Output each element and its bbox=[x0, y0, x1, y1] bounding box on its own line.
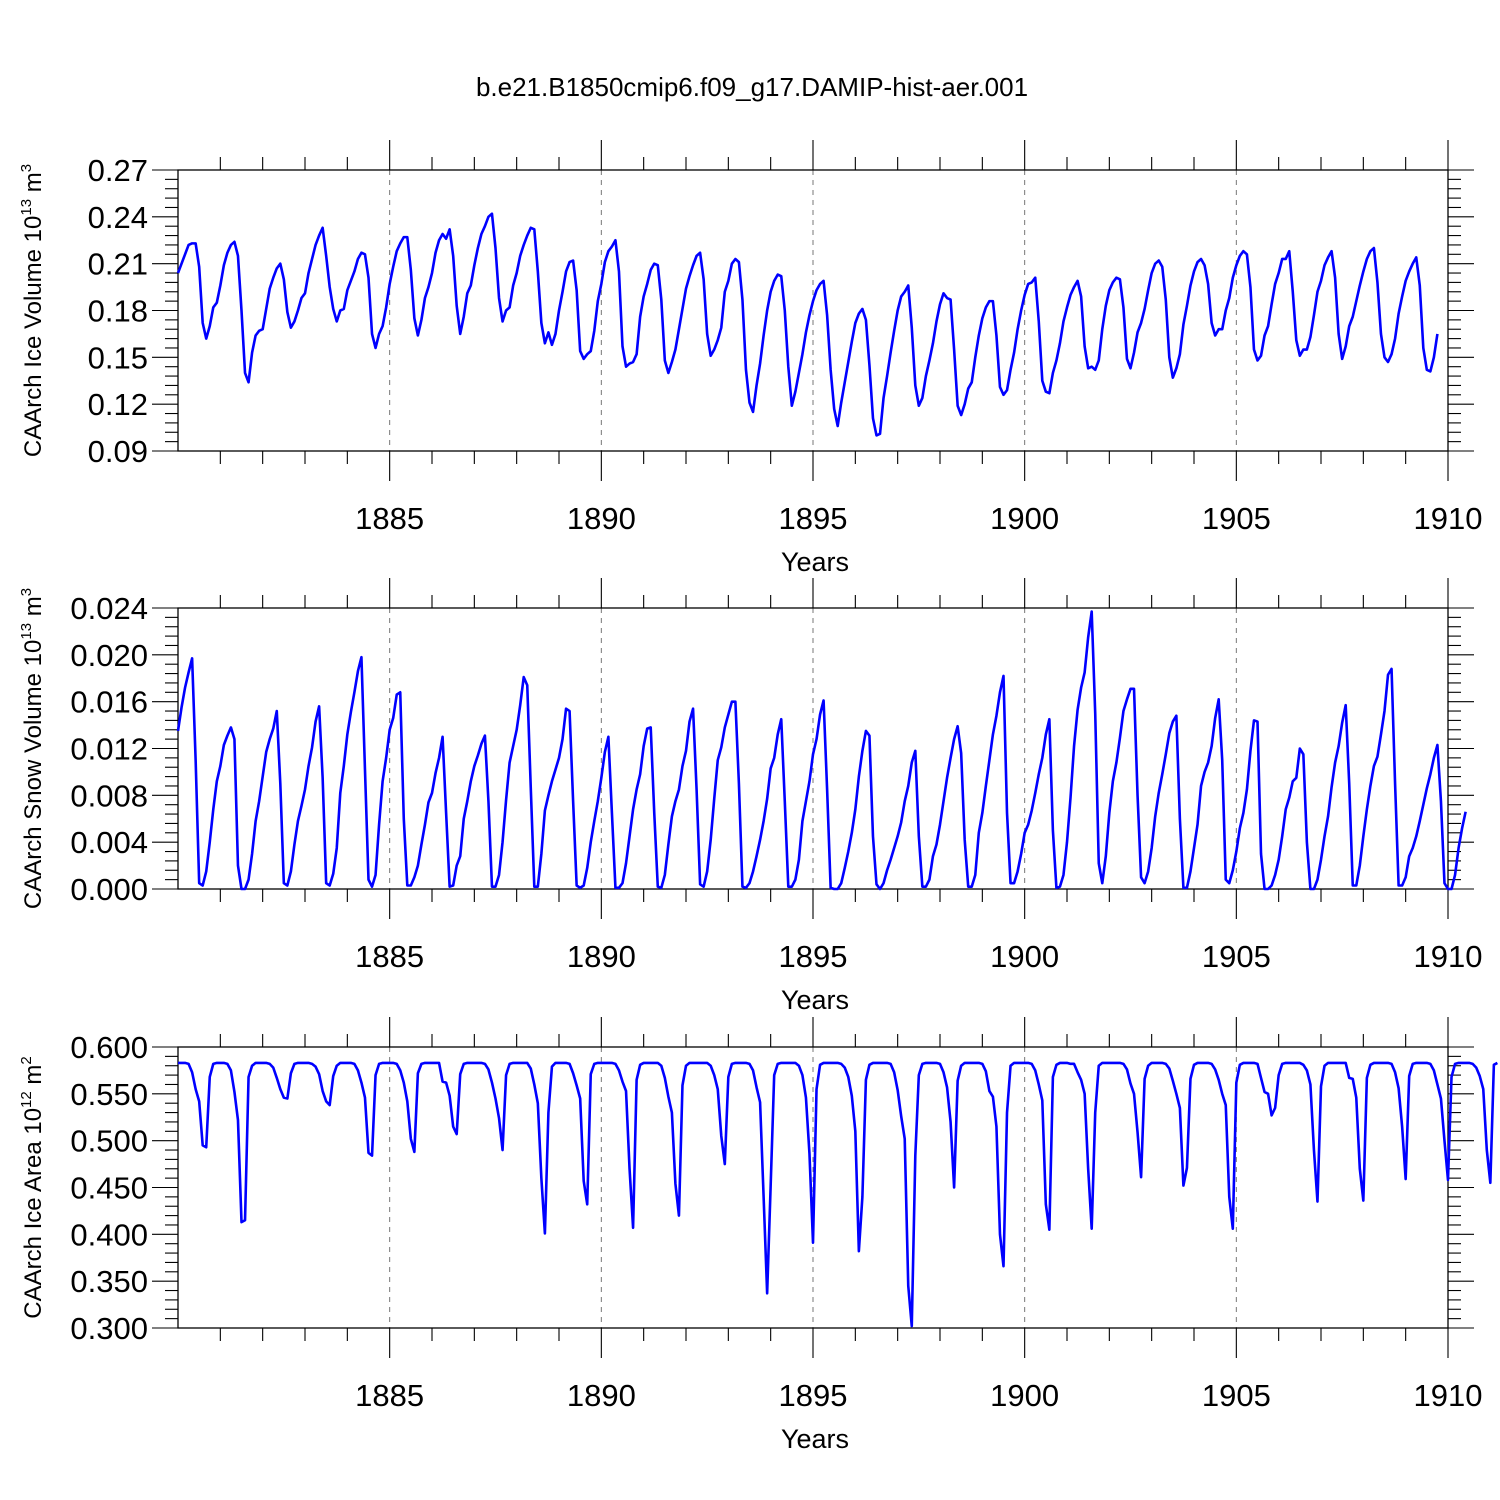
x-tick-label: 1905 bbox=[1202, 1378, 1271, 1413]
x-tick-label: 1895 bbox=[779, 939, 848, 974]
x-tick-label: 1900 bbox=[990, 1378, 1059, 1413]
x-tick-label: 1895 bbox=[779, 501, 848, 536]
x-tick-label: 1890 bbox=[567, 1378, 636, 1413]
x-tick-label: 1885 bbox=[355, 1378, 424, 1413]
x-tick-label: 1890 bbox=[567, 501, 636, 536]
x-tick-label: 1890 bbox=[567, 939, 636, 974]
y-tick-label: 0.550 bbox=[70, 1077, 148, 1112]
x-tick-label: 1910 bbox=[1414, 501, 1483, 536]
x-axis-label: Years bbox=[781, 985, 849, 1015]
y-tick-label: 0.15 bbox=[88, 340, 148, 375]
x-tick-label: 1905 bbox=[1202, 939, 1271, 974]
y-tick-label: 0.12 bbox=[88, 387, 148, 422]
y-axis-label: CAArch Snow Volume 1013 m3 bbox=[18, 588, 47, 909]
panel-2: 1885 1890 1895 1900 1905 1910 Years 0.000 0.004 0… bbox=[18, 578, 1482, 1015]
x-tick-label: 1900 bbox=[990, 939, 1059, 974]
y-axis-label: CAArch Ice Volume 1013 m3 bbox=[18, 164, 47, 457]
y-tick-label: 0.350 bbox=[70, 1264, 148, 1299]
x-tick-label: 1910 bbox=[1414, 939, 1483, 974]
y-tick-label: 0.020 bbox=[70, 638, 148, 673]
y-tick-label: 0.300 bbox=[70, 1311, 148, 1346]
panels: 1885 1890 1895 1900 1905 1910 Years 0.09 0.12 0.1… bbox=[18, 140, 1498, 1454]
y-tick-label: 0.18 bbox=[88, 294, 148, 329]
y-tick-label: 0.09 bbox=[88, 434, 148, 469]
x-axis-label: Years bbox=[781, 547, 849, 577]
series-line-ice-volume bbox=[176, 212, 1439, 437]
y-tick-label: 0.012 bbox=[70, 732, 148, 767]
x-tick-label: 1885 bbox=[355, 939, 424, 974]
y-tick-label: 0.27 bbox=[88, 153, 148, 188]
y-tick-label: 0.400 bbox=[70, 1217, 148, 1252]
y-tick-label: 0.024 bbox=[70, 591, 148, 626]
panel-1: 1885 1890 1895 1900 1905 1910 Years 0.09 0.12 0.1… bbox=[18, 140, 1482, 577]
y-tick-label: 0.004 bbox=[70, 825, 148, 860]
x-tick-label: 1895 bbox=[779, 1378, 848, 1413]
y-axis-label: CAArch Ice Area 1012 m2 bbox=[18, 1056, 47, 1318]
x-tick-label: 1905 bbox=[1202, 501, 1271, 536]
y-tick-label: 0.21 bbox=[88, 247, 148, 282]
figure-title: b.e21.B1850cmip6.f09_g17.DAMIP-hist-aer.… bbox=[476, 72, 1028, 102]
y-tick-label: 0.500 bbox=[70, 1124, 148, 1159]
x-tick-label: 1885 bbox=[355, 501, 424, 536]
series-line-ice-area bbox=[178, 1061, 1498, 1328]
x-tick-label: 1910 bbox=[1414, 1378, 1483, 1413]
y-tick-label: 0.24 bbox=[88, 200, 148, 235]
panel-3: 1885 1890 1895 1900 1905 1910 Years 0.300 0.350 0… bbox=[18, 1017, 1498, 1454]
series-line-snow-volume bbox=[176, 610, 1467, 891]
y-tick-label: 0.008 bbox=[70, 778, 148, 813]
y-tick-label: 0.600 bbox=[70, 1030, 148, 1065]
y-tick-label: 0.000 bbox=[70, 872, 148, 907]
y-tick-label: 0.016 bbox=[70, 685, 148, 720]
y-tick-label: 0.450 bbox=[70, 1171, 148, 1206]
x-tick-label: 1900 bbox=[990, 501, 1059, 536]
x-axis-label: Years bbox=[781, 1424, 849, 1454]
